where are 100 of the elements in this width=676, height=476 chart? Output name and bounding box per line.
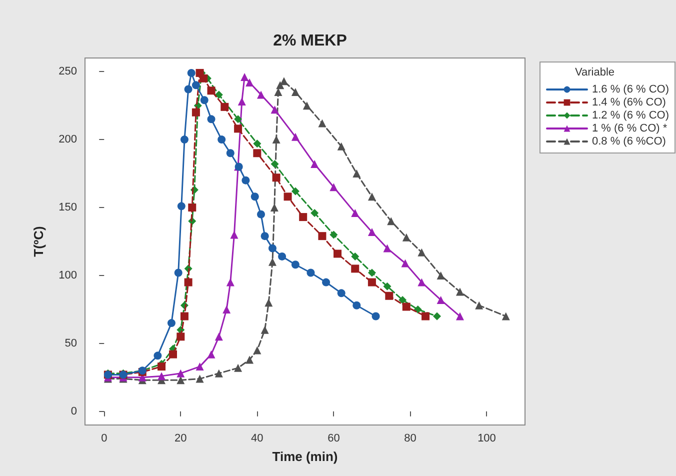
point — [242, 176, 250, 184]
point — [351, 264, 360, 273]
point — [330, 230, 338, 239]
point — [234, 124, 242, 133]
point — [200, 74, 208, 82]
legend-label: 0.8 % (6 %CO) — [592, 136, 666, 148]
point — [154, 352, 162, 360]
point — [402, 233, 410, 242]
point — [253, 149, 262, 158]
point — [387, 217, 396, 226]
y-axis-title: T(ºC) — [31, 226, 46, 257]
point — [192, 81, 200, 90]
point — [291, 88, 300, 96]
y-tick-label: 50 — [64, 337, 77, 350]
point — [337, 142, 346, 150]
point — [234, 115, 242, 124]
point — [220, 102, 229, 111]
point — [184, 85, 192, 94]
point — [184, 278, 192, 286]
point — [330, 183, 338, 192]
point — [214, 332, 223, 341]
point — [177, 202, 186, 210]
x-tick-label: 40 — [251, 432, 264, 444]
legend-label: 1 % (6 % CO) * — [592, 122, 668, 134]
point — [372, 312, 380, 320]
y-tick-label: 0 — [70, 405, 77, 418]
point — [368, 228, 376, 236]
x-tick-label: 80 — [404, 432, 416, 444]
point — [226, 149, 234, 158]
point — [226, 278, 234, 286]
point — [401, 259, 410, 268]
point — [475, 301, 484, 310]
point — [418, 248, 426, 256]
point — [234, 364, 242, 372]
point — [180, 136, 188, 144]
point — [456, 312, 464, 320]
point — [383, 244, 392, 252]
point — [272, 174, 280, 182]
point — [436, 296, 445, 304]
point — [270, 204, 278, 212]
point — [268, 258, 276, 266]
point — [253, 346, 262, 354]
point — [402, 302, 410, 311]
point — [385, 292, 394, 300]
point — [174, 268, 182, 277]
point — [264, 298, 273, 307]
point — [299, 213, 308, 222]
point — [278, 252, 286, 260]
point — [250, 192, 259, 201]
chart-title: 2% MEKP — [273, 32, 348, 50]
point — [502, 312, 510, 320]
x-tick-label: 0 — [101, 432, 108, 444]
point — [196, 362, 204, 371]
point — [337, 289, 346, 298]
point — [246, 78, 254, 86]
point — [352, 301, 361, 310]
point — [238, 97, 246, 106]
point — [188, 204, 196, 212]
point — [207, 115, 216, 124]
point — [196, 374, 204, 383]
point — [352, 170, 361, 178]
point — [284, 192, 292, 201]
point — [272, 136, 280, 144]
point — [207, 86, 216, 95]
point — [383, 282, 392, 290]
point — [260, 232, 269, 240]
point — [436, 271, 445, 280]
point — [368, 268, 376, 277]
point — [270, 106, 279, 114]
point — [422, 312, 430, 320]
point — [418, 278, 426, 286]
point — [167, 319, 176, 328]
point — [318, 119, 326, 128]
legend-label: 1.2 % (6 % CO) — [592, 110, 670, 122]
point — [270, 160, 279, 168]
point — [322, 278, 330, 286]
point — [176, 376, 185, 384]
point — [291, 260, 300, 269]
point — [433, 312, 441, 320]
point — [222, 305, 231, 314]
point — [456, 288, 464, 296]
point — [176, 332, 185, 341]
point — [230, 230, 238, 239]
point — [398, 296, 407, 304]
point — [257, 210, 265, 218]
y-tick-label: 100 — [58, 269, 77, 282]
point — [176, 369, 185, 378]
point — [207, 350, 216, 358]
point — [240, 73, 249, 82]
point — [260, 326, 269, 334]
point — [306, 268, 315, 277]
point — [291, 187, 300, 196]
x-axis-title: Time (min) — [272, 449, 338, 464]
legend-label: 1.6 % (6 % CO) — [592, 84, 670, 96]
point — [368, 192, 376, 201]
point — [180, 312, 188, 320]
point — [368, 278, 376, 286]
point — [246, 356, 254, 364]
point — [268, 244, 276, 252]
point — [158, 362, 166, 371]
